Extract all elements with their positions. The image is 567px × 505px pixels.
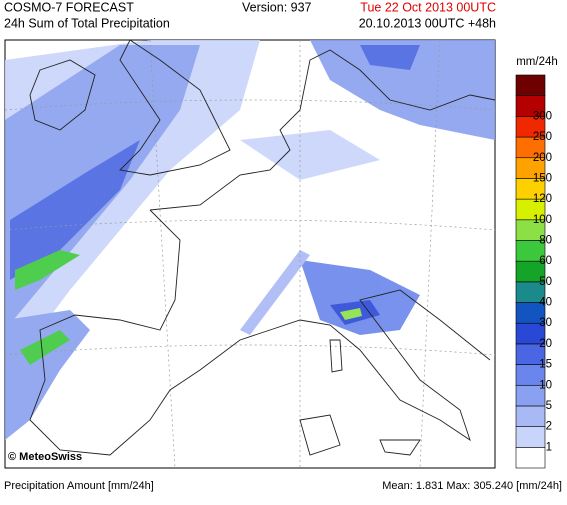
precipitation	[5, 40, 495, 440]
coastline	[29, 39, 496, 456]
graticule	[4, 39, 496, 469]
legend-label: 80	[539, 235, 552, 247]
legend-unit: mm/24h	[516, 56, 558, 68]
legend-label: 1	[546, 441, 552, 453]
legend-label: 60	[539, 255, 552, 267]
footer-right: Mean: 1.831 Max: 305.240 [mm/24h]	[382, 480, 562, 492]
legend-label: 15	[539, 359, 552, 371]
legend-swatch	[515, 447, 546, 469]
legend-label: 150	[533, 172, 552, 184]
legend-label: 200	[533, 152, 552, 164]
legend-label: 250	[533, 131, 552, 143]
footer-left: Precipitation Amount [mm/24h]	[4, 480, 154, 492]
legend-label: 120	[533, 193, 552, 205]
legend-label: 5	[546, 400, 552, 412]
run-time: 20.10.2013 00UTC +48h	[359, 16, 496, 30]
credit: © MeteoSwiss	[8, 451, 82, 463]
legend-label: 50	[539, 276, 552, 288]
legend-label: 10	[539, 379, 552, 391]
legend-label: 300	[533, 110, 552, 122]
subtitle: 24h Sum of Total Precipitation	[4, 16, 170, 30]
legend-label: 2	[546, 421, 552, 433]
legend-label: 20	[539, 338, 552, 350]
valid-time: Tue 22 Oct 2013 00UTC	[360, 0, 496, 14]
version: Version: 937	[242, 0, 312, 14]
legend-label: 100	[533, 214, 552, 226]
legend: 1 2 5 10 15 20 30 40 50 60 80 100 120 150 200 250 300	[515, 74, 552, 469]
map: © MeteoSwiss	[4, 39, 496, 469]
legend-label: 40	[539, 297, 552, 309]
legend-swatch	[515, 426, 546, 448]
title: COSMO-7 FORECAST	[4, 0, 134, 14]
legend-swatch	[515, 405, 546, 427]
legend-label: 30	[539, 317, 552, 329]
legend-swatch	[515, 74, 546, 96]
